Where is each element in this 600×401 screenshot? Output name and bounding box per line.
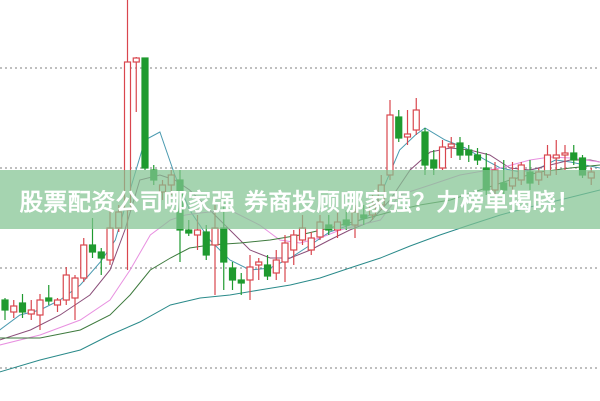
candle-body [395, 116, 403, 139]
candle-body [106, 227, 114, 261]
candle-body [1, 299, 9, 311]
candle-body [447, 143, 455, 148]
candle-body [386, 114, 394, 176]
candle-body [80, 244, 88, 279]
candle-down [465, 145, 473, 162]
candle-down [202, 225, 210, 260]
candle-up [255, 258, 263, 280]
candle-body [456, 142, 464, 156]
candle-body [281, 242, 289, 263]
candle-up [272, 250, 280, 280]
candle-body [438, 146, 447, 169]
candle-body [88, 244, 97, 253]
candle-up [307, 232, 315, 255]
ma20-line [0, 156, 600, 346]
candle-body [228, 267, 237, 281]
candle-body [412, 109, 420, 131]
candle-down [1, 298, 9, 320]
candle-down [237, 273, 245, 295]
candle-body [27, 309, 35, 315]
candle-up [246, 255, 254, 300]
candle-up [290, 230, 298, 265]
candle-body [570, 152, 578, 161]
candle-body [18, 302, 27, 313]
candle-body [552, 154, 560, 159]
candle-up [132, 57, 140, 112]
candle-body [430, 159, 438, 169]
candle-down [473, 148, 482, 165]
candle-body [421, 131, 429, 166]
candle-down [228, 262, 237, 290]
candle-up [438, 140, 447, 170]
candle-body [45, 297, 53, 302]
candle-up [27, 300, 35, 320]
candle-body [36, 299, 44, 316]
candle-body [62, 274, 70, 301]
candle-body [263, 264, 272, 277]
candle-down [456, 137, 464, 160]
candle-down [141, 57, 149, 170]
candle-up [403, 110, 412, 145]
candle-body [202, 231, 210, 256]
headline-banner: 股票配资公司哪家强 券商投顾哪家强？力榜单揭晓！ [0, 170, 600, 229]
candle-body [237, 279, 245, 284]
candle-up [62, 267, 70, 305]
candle-body [290, 234, 298, 251]
candle-body [246, 266, 254, 281]
candle-body [71, 277, 79, 299]
candle-body [561, 152, 569, 156]
candle-body [255, 261, 263, 266]
candle-up [53, 298, 62, 312]
candle-body [53, 299, 62, 306]
candle-down [395, 110, 403, 142]
candle-up [281, 235, 289, 282]
candle-body [220, 227, 228, 263]
candle-down [45, 285, 53, 305]
candle-body [473, 154, 482, 161]
candle-down [570, 145, 578, 165]
headline-text: 股票配资公司哪家强 券商投顾哪家强？力榜单揭晓！ [19, 187, 581, 216]
candle-body [97, 251, 105, 259]
candle-body [403, 133, 412, 138]
candle-up [386, 100, 394, 180]
candle-body [193, 229, 202, 236]
candle-body [307, 237, 315, 251]
candle-up [80, 238, 88, 282]
candle-body [298, 227, 307, 241]
candle-up [447, 137, 455, 158]
candle-down [263, 255, 272, 280]
candle-down [18, 294, 27, 318]
candle-body [465, 149, 473, 156]
candle-down [421, 128, 429, 175]
candle-up [10, 300, 18, 318]
candle-up [36, 294, 44, 330]
candle-up [71, 275, 79, 320]
candle-body [211, 227, 219, 246]
candle-body [272, 259, 280, 274]
candle-body [141, 57, 149, 169]
candle-body [185, 229, 193, 234]
candle-body [10, 305, 18, 313]
candle-body [132, 57, 140, 63]
candle-down [97, 248, 105, 275]
candle-up [412, 98, 420, 135]
candle-up [561, 145, 569, 170]
